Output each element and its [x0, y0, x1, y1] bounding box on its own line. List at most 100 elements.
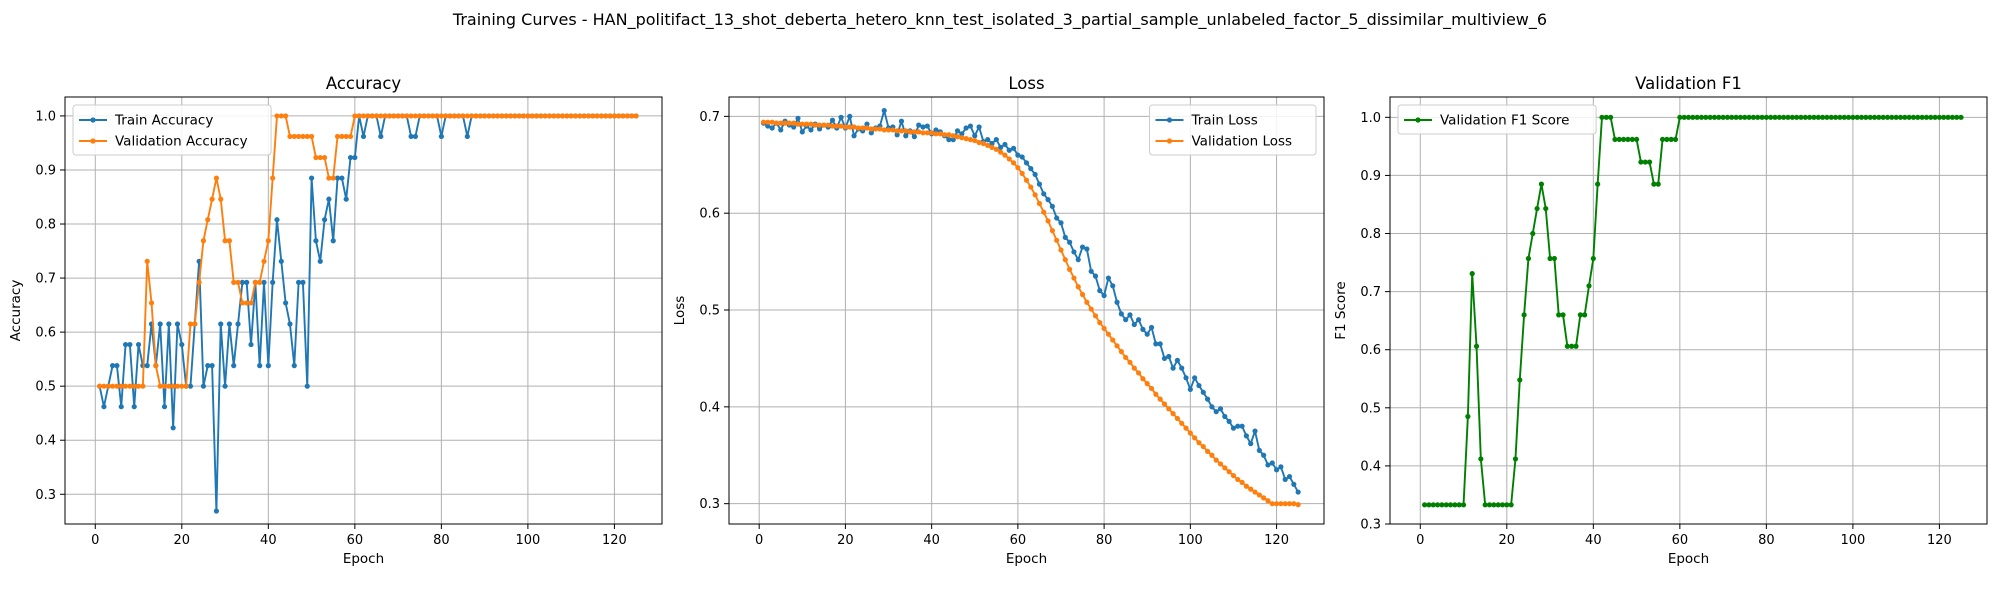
- chart-2-series-1-point: [1174, 357, 1181, 363]
- chart-1-series-2-point: [101, 383, 107, 389]
- chart-1-series-2-point: [179, 383, 185, 389]
- chart-2-x-tick-label: 100: [1178, 533, 1203, 548]
- chart-2-series-1-point: [1252, 428, 1258, 434]
- chart-3-series-1-point: [1837, 114, 1843, 120]
- chart-2-series-2-point: [1174, 415, 1181, 422]
- chart-2-series-1-point: [1239, 423, 1245, 429]
- chart-2-series-2-point: [864, 125, 870, 131]
- chart-1-series-2-point: [590, 113, 596, 119]
- chart-1-series-2-point: [447, 113, 453, 119]
- chart-2-series-2-point: [1015, 165, 1021, 171]
- chart-1-series-1-point: [157, 321, 163, 327]
- chart-1-series-2-point: [360, 113, 367, 119]
- chart-2-series-2-point: [778, 120, 784, 126]
- chart-1-series-2-point: [469, 113, 475, 119]
- chart-1-series-2-point: [611, 113, 618, 119]
- chart-3-series-1-point: [1941, 114, 1947, 120]
- chart-3-series-1-point: [1564, 343, 1570, 349]
- chart-1-series-2-point: [365, 113, 371, 119]
- chart-2-series-2-point: [1187, 430, 1193, 436]
- chart-3-series-1-point: [1928, 114, 1934, 120]
- chart-1-series-2-point: [512, 113, 518, 119]
- chart-3-y-axis-label: F1 Score: [1333, 281, 1349, 339]
- chart-2-series-1-point: [911, 134, 918, 140]
- chart-2-series-2-point: [786, 120, 792, 126]
- chart-1-series-2-point: [326, 175, 332, 181]
- chart-1-series-1-point: [360, 133, 367, 140]
- chart-2-series-1-point: [898, 118, 905, 124]
- chart-2-series-1-point: [851, 133, 857, 139]
- chart-2-series-2-point: [881, 127, 887, 133]
- chart-2-series-2-point: [916, 129, 922, 135]
- chart-3-series-1-point: [1932, 114, 1938, 120]
- chart-2-series-1-point: [1010, 145, 1017, 151]
- chart-3-series-1-point: [1590, 255, 1596, 262]
- chart-3-series-1-point: [1672, 136, 1679, 143]
- chart-2-series-2-point: [963, 136, 969, 142]
- chart-1-series-2-point: [239, 300, 245, 306]
- chart-1-series-2-point: [148, 300, 155, 306]
- chart-1-series-2-point: [278, 113, 284, 119]
- chart-2-series-1-point: [808, 127, 814, 133]
- chart-2-series-1-point: [894, 132, 900, 138]
- chart-2-series-1-point: [1097, 288, 1103, 294]
- chart-1-series-1-point: [209, 363, 215, 369]
- chart-1-series-1-point: [326, 196, 332, 202]
- chart-1-series-2-point: [183, 383, 189, 389]
- chart-1-y-tick-label: 0.6: [35, 326, 56, 341]
- chart-3-series-1-point: [1807, 114, 1813, 120]
- chart-2-series-1-point: [1084, 246, 1090, 252]
- chart-3-series-1-point: [1841, 114, 1847, 120]
- chart-1-y-tick-label: 1.0: [35, 109, 56, 124]
- chart-2-title: Loss: [1008, 74, 1044, 93]
- chart-2-series-1-point: [1179, 365, 1185, 371]
- chart-1-series-1-point: [343, 196, 349, 202]
- chart-3-series-1-point: [1422, 502, 1428, 508]
- chart-2-series-2-point: [816, 122, 823, 128]
- chart-2-series-2-point: [1269, 501, 1275, 507]
- chart-2-series-1-point: [1278, 464, 1284, 470]
- chart-3-series-1-point: [1439, 502, 1445, 508]
- chart-2-series-2-point: [1286, 501, 1293, 507]
- chart-1-series-2-point: [620, 113, 626, 119]
- chart-2-series-2-point: [959, 135, 965, 141]
- chart-1-x-axis-label: Epoch: [343, 551, 384, 567]
- chart-2-x-tick-label: 120: [1264, 533, 1289, 548]
- chart-2-series-1-point: [1079, 244, 1086, 250]
- chart-2-series-2-point: [1170, 411, 1176, 417]
- chart-2-series-2-point: [1295, 502, 1301, 508]
- chart-1-series-2-point: [352, 113, 358, 119]
- chart-1-series-1-point: [131, 404, 137, 410]
- chart-3: 0 20 40 60 80 100 120 0.3 0.4 0.5 0.6 0.7 0.8 0.9 1.0 V…: [1333, 74, 1988, 567]
- chart-2-series-1-point: [1269, 460, 1275, 466]
- chart-2-series-2-point: [985, 142, 991, 149]
- chart-1-series-1-point: [313, 238, 319, 244]
- chart-1-series-1-point: [101, 404, 107, 410]
- chart-1-series-2-point: [382, 113, 388, 119]
- chart-3-series-1-point: [1897, 114, 1904, 120]
- chart-1-series-2-point: [430, 113, 436, 119]
- chart-2-series-2-point: [907, 129, 913, 135]
- chart-2-series-1-point: [1140, 326, 1146, 332]
- chart-1-series-1-point: [347, 154, 354, 161]
- chart-3-series-1-point: [1954, 114, 1960, 120]
- chart-3-series-1-point: [1629, 136, 1635, 143]
- chart-3-series-1-point: [1750, 114, 1756, 120]
- chart-1-series-2-point: [585, 113, 592, 119]
- chart-3-series-1-point: [1612, 136, 1618, 143]
- chart-1-series-1-point: [200, 383, 207, 389]
- chart-2-series-2-point: [972, 137, 978, 144]
- chart-1-series-2-point: [270, 175, 276, 181]
- chart-1-series-2-point: [334, 133, 341, 140]
- chart-2-series-2-point: [1157, 396, 1163, 402]
- chart-1-series-1-point: [218, 321, 224, 327]
- chart-2-series-2-point: [872, 126, 879, 132]
- chart-3-series-1-point: [1473, 343, 1480, 349]
- chart-2-series-2-point: [1179, 420, 1185, 426]
- chart-2-series-2-point: [1200, 443, 1206, 450]
- chart-2-series-1-point: [1243, 433, 1249, 439]
- chart-1-series-2-point: [495, 113, 501, 119]
- chart-2-series-1-point: [1248, 441, 1254, 447]
- chart-2-series-2-point: [1045, 218, 1051, 224]
